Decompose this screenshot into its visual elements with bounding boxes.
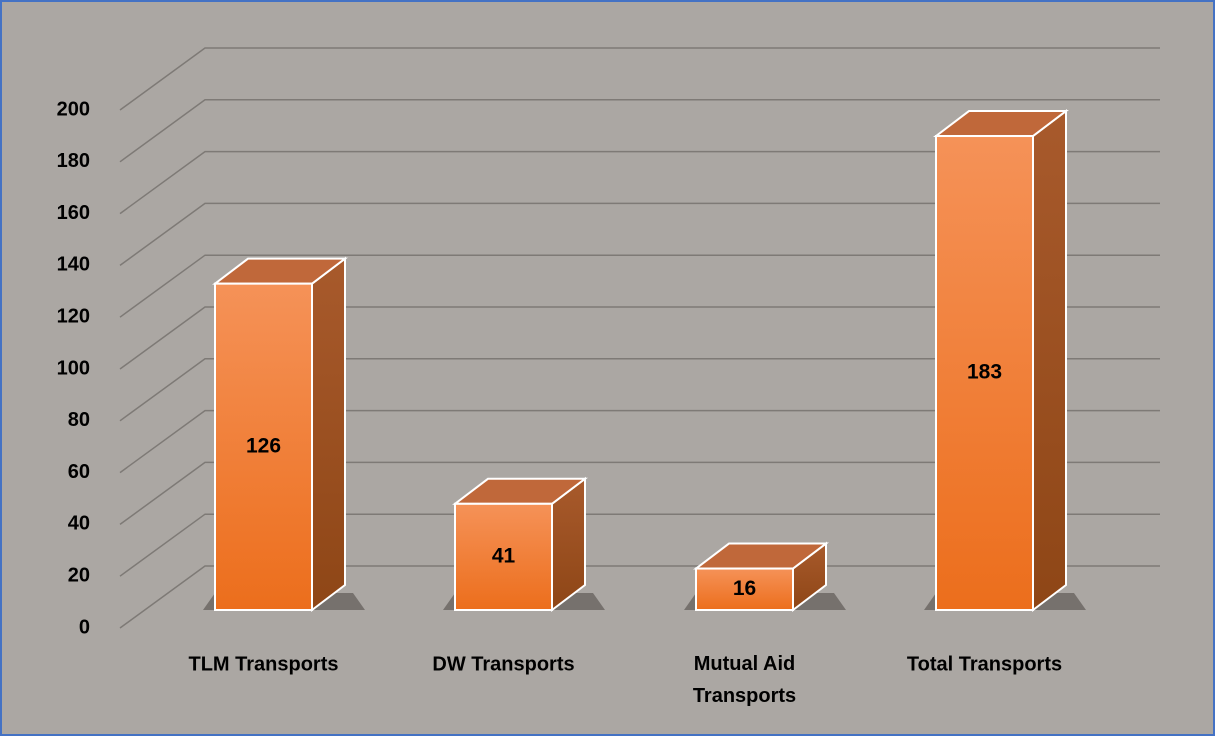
data-label: 41 — [492, 544, 516, 567]
bar — [212, 256, 348, 613]
y-tick-label: 200 — [57, 98, 90, 120]
y-tick-label: 80 — [68, 409, 90, 431]
bar-front — [214, 282, 313, 611]
grid-line — [119, 306, 1160, 370]
y-tick-label: 120 — [57, 305, 90, 327]
x-tick-label: DW Transports — [432, 653, 574, 675]
y-tick-label: 140 — [57, 254, 90, 276]
grid-line — [119, 565, 1160, 629]
x-tick-label: Mutual Aid Transports — [693, 653, 796, 707]
bar-front — [695, 567, 794, 611]
bar — [933, 109, 1069, 613]
y-tick-label: 180 — [57, 150, 90, 172]
bar-side — [311, 256, 346, 613]
bar-side — [1032, 109, 1067, 613]
bar-front — [935, 135, 1034, 611]
grid-line — [119, 47, 1160, 111]
y-tick-label: 60 — [68, 461, 90, 483]
y-tick-label: 0 — [79, 616, 90, 638]
data-label: 126 — [246, 434, 281, 457]
x-tick-label-line: Mutual Aid — [694, 653, 795, 675]
grid-line — [119, 513, 1160, 577]
grid-line — [119, 150, 1160, 215]
y-tick-label: 40 — [68, 513, 90, 535]
grid-line — [119, 461, 1160, 526]
y-tick-label: 160 — [57, 202, 90, 224]
x-tick-label: Total Transports — [907, 653, 1062, 675]
data-label: 16 — [733, 577, 756, 600]
x-tick-label: TLM Transports — [188, 653, 338, 675]
bar-front — [454, 502, 553, 611]
bar — [452, 476, 588, 613]
bar — [693, 541, 829, 613]
y-tick-label: 20 — [68, 564, 90, 586]
y-tick-label: 100 — [57, 357, 90, 379]
grid-line — [119, 254, 1160, 318]
grid-line — [119, 358, 1160, 422]
data-label: 183 — [967, 361, 1002, 384]
grid-line — [119, 409, 1160, 474]
x-tick-label-line: Transports — [693, 685, 796, 707]
grid-line — [119, 99, 1160, 163]
grid-line — [119, 202, 1160, 267]
